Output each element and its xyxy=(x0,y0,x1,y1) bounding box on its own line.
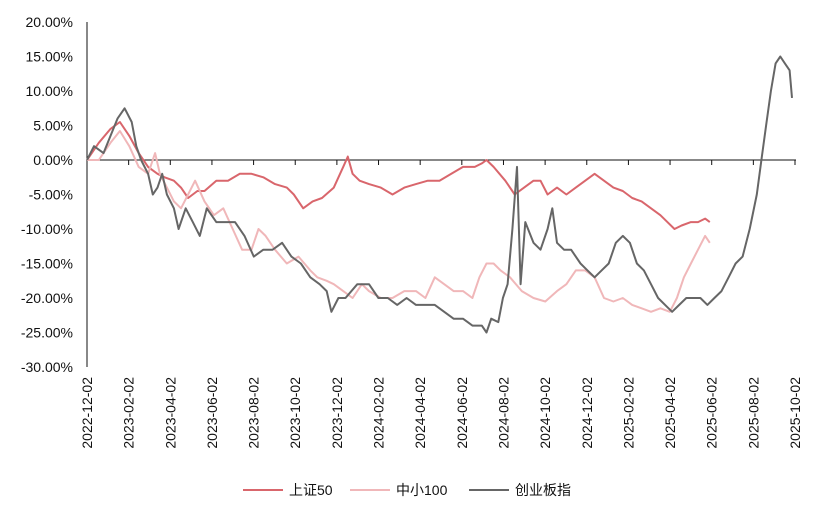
x-tick-label: 2024-12-02 xyxy=(579,377,595,449)
legend-swatch-sz50 xyxy=(243,489,283,491)
legend-label-zx100: 中小100 xyxy=(396,482,448,498)
x-tick-label: 2023-08-02 xyxy=(246,377,262,449)
series-line-0 xyxy=(86,121,711,230)
y-tick-label: -15.00% xyxy=(21,256,73,272)
x-tick-label: 2025-02-02 xyxy=(620,377,636,449)
x-tick-label: 2025-10-02 xyxy=(787,377,803,449)
x-tick-label: 2023-12-02 xyxy=(329,377,345,449)
x-tick-label: 2024-04-02 xyxy=(412,377,428,449)
y-axis-ticks: 20.00% 15.00% 10.00% 5.00% 0.00% -5.00% -10.00… xyxy=(21,14,73,375)
x-tick-label: 2024-08-02 xyxy=(495,377,511,449)
y-tick-label: 20.00% xyxy=(26,14,73,30)
x-tick-label: 2023-04-02 xyxy=(162,377,178,449)
x-tick-label: 2023-02-02 xyxy=(121,377,137,449)
legend-item-sz50: 上证50 xyxy=(243,478,333,502)
y-tick-label: 5.00% xyxy=(33,118,73,134)
x-tick-label: 2024-06-02 xyxy=(454,377,470,449)
y-tick-label: -30.00% xyxy=(21,359,73,375)
legend: 上证50 中小100 创业板指 xyxy=(0,478,820,502)
y-tick-label: 0.00% xyxy=(33,152,73,168)
y-tick-label: -10.00% xyxy=(21,221,73,237)
legend-label-cyb: 创业板指 xyxy=(515,482,571,498)
series-line-1 xyxy=(87,130,711,313)
x-tick-label: 2025-04-02 xyxy=(662,377,678,449)
legend-swatch-zx100 xyxy=(350,489,390,491)
x-tick-label: 2023-06-02 xyxy=(204,377,220,449)
y-tick-label: 15.00% xyxy=(26,49,73,65)
y-tick-label: -25.00% xyxy=(21,325,73,341)
x-tick-label: 2025-06-02 xyxy=(704,377,720,449)
legend-swatch-cyb xyxy=(469,489,509,491)
x-tick-label: 2022-12-02 xyxy=(79,377,95,449)
y-tick-label: -20.00% xyxy=(21,290,73,306)
y-tick-label: -5.00% xyxy=(29,187,73,203)
x-axis-ticks: 2022-12-02 2023-02-02 2023-04-02 2023-06-02… xyxy=(79,160,803,449)
series-line-2 xyxy=(86,55,793,334)
series-lines xyxy=(86,55,793,334)
x-tick-label: 2024-10-02 xyxy=(537,377,553,449)
y-tick-label: 10.00% xyxy=(26,83,73,99)
x-tick-label: 2023-10-02 xyxy=(287,377,303,449)
legend-item-cyb: 创业板指 xyxy=(469,478,571,502)
x-tick-label: 2025-08-02 xyxy=(745,377,761,449)
x-tick-label: 2024-02-02 xyxy=(371,377,387,449)
legend-item-zx100: 中小100 xyxy=(350,478,447,502)
legend-label-sz50: 上证50 xyxy=(289,482,333,498)
